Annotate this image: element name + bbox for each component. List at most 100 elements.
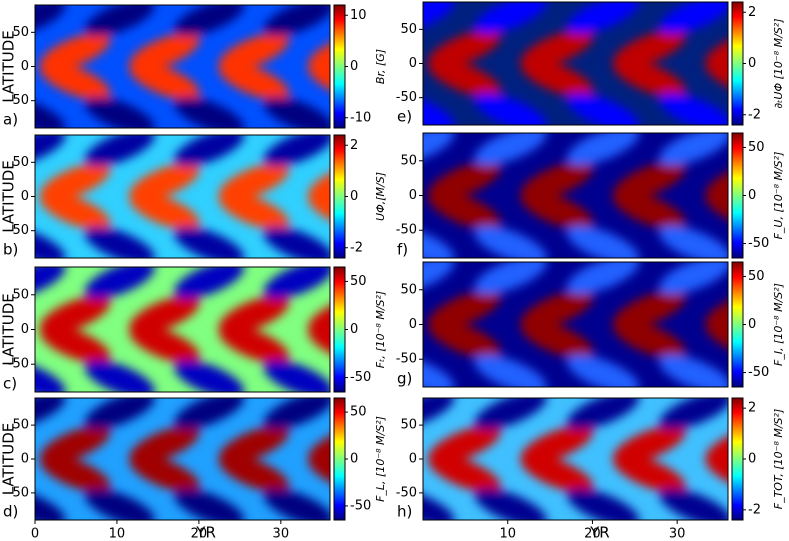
- heatmap-blob: [659, 355, 728, 387]
- heatmap-blob: [613, 454, 686, 493]
- y-tick-label: -50: [396, 223, 417, 238]
- heatmap-blob: [613, 290, 686, 329]
- heatmap-blob: [35, 267, 66, 299]
- y-tick-label: -50: [8, 485, 29, 500]
- heatmap-blob: [428, 290, 501, 329]
- heatmap-blob: [705, 191, 728, 230]
- heatmap: [423, 2, 728, 125]
- heatmap-blob: [84, 135, 156, 167]
- y-tick-label: 50: [12, 155, 29, 170]
- y-axis-label: LATITUDE: [0, 293, 18, 366]
- heatmap-blob: [35, 135, 66, 167]
- colorbar-label: ∂ₜUΦ [10⁻⁸ M/S²]: [772, 18, 785, 108]
- panel-label: h): [397, 503, 412, 521]
- heatmap-blob: [566, 355, 640, 387]
- x-tick-label: 20: [191, 527, 208, 541]
- heatmap-blob: [174, 488, 245, 520]
- heatmap-blob: [35, 5, 66, 37]
- heatmap-blob: [423, 398, 455, 430]
- heatmap-blob: [520, 58, 594, 98]
- colorbar-tick-label: -10: [350, 110, 371, 125]
- heatmap-blob: [423, 226, 455, 258]
- heatmap: [35, 5, 330, 128]
- heatmap-blob: [308, 163, 330, 201]
- heatmap-blob: [474, 133, 548, 165]
- colorbar-tick-label: 0: [748, 188, 756, 203]
- heatmap-blob: [659, 133, 728, 165]
- x-tick-label: 30: [273, 527, 290, 541]
- colorbar: [333, 397, 346, 521]
- heatmap-blob: [423, 262, 455, 294]
- heatmap: [423, 133, 728, 258]
- colorbar-label: Fₜ, [10⁻⁸ M/S²]: [374, 291, 387, 368]
- y-tick-label: 50: [400, 153, 417, 168]
- heatmap-blob: [520, 191, 594, 230]
- heatmap-blob: [613, 29, 686, 69]
- heatmap-blob: [474, 488, 548, 520]
- y-tick-label: -50: [8, 93, 29, 108]
- y-tick-label: -50: [396, 485, 417, 500]
- x-tick-label: 30: [669, 527, 686, 541]
- colorbar: [731, 1, 744, 126]
- y-tick-label: 0: [409, 317, 417, 332]
- heatmap-blob: [40, 163, 111, 201]
- heatmap-blob: [308, 192, 330, 230]
- heatmap-blob: [428, 191, 501, 230]
- colorbar-label: F_U, [10⁻⁸ M/S²]: [772, 152, 785, 240]
- x-tick-label: 0: [31, 527, 39, 541]
- heatmap-blob: [174, 226, 245, 258]
- y-tick-label: -50: [8, 357, 29, 372]
- heatmap-blob: [263, 488, 330, 520]
- heatmap-blob: [129, 163, 200, 201]
- heatmap-blob: [520, 161, 594, 200]
- heatmap-blob: [40, 295, 111, 334]
- heatmap: [35, 398, 330, 520]
- heatmap-blob: [566, 133, 640, 165]
- heatmap-blob: [84, 5, 156, 37]
- heatmap-blob: [705, 320, 728, 359]
- heatmap-blob: [40, 192, 111, 230]
- y-tick-label: 50: [400, 22, 417, 37]
- heatmap-blob: [218, 192, 290, 230]
- heatmap-blob: [705, 425, 728, 464]
- heatmap-blob: [174, 135, 245, 167]
- colorbar-label: UΦ,[M/S]: [374, 172, 387, 221]
- heatmap-pattern: [423, 2, 728, 125]
- heatmap-blob: [218, 163, 290, 201]
- heatmap-blob: [174, 398, 245, 430]
- x-axis-label: YR: [589, 524, 610, 541]
- heatmap-blob: [613, 161, 686, 200]
- heatmap-blob: [218, 295, 290, 334]
- y-tick-label: 50: [12, 25, 29, 40]
- y-tick-label: -50: [396, 352, 417, 367]
- x-axis-label: YR: [195, 524, 216, 541]
- heatmap-blob: [613, 191, 686, 230]
- heatmap-blob: [474, 93, 548, 125]
- panel-label: d): [3, 503, 18, 521]
- heatmap-blob: [566, 398, 640, 430]
- heatmap-blob: [35, 398, 66, 430]
- colorbar-label: F_I, [10⁻⁸ M/S²]: [772, 283, 785, 366]
- heatmap-blob: [659, 262, 728, 294]
- heatmap-blob: [428, 454, 501, 493]
- colorbar-tick-label: 2: [748, 401, 756, 416]
- heatmap-blob: [705, 29, 728, 69]
- heatmap-blob: [613, 58, 686, 98]
- heatmap-blob: [84, 96, 156, 128]
- colorbar-tick-label: -2: [350, 240, 363, 255]
- heatmap: [423, 398, 728, 520]
- heatmap-blob: [520, 320, 594, 359]
- panel-label: a): [3, 111, 18, 129]
- heatmap-blob: [520, 454, 594, 493]
- heatmap-blob: [263, 226, 330, 258]
- heatmap-blob: [218, 425, 290, 464]
- panel-label: f): [397, 241, 408, 259]
- heatmap-blob: [705, 454, 728, 493]
- heatmap-blob: [263, 398, 330, 430]
- y-axis-label: LATITUDE: [0, 160, 18, 233]
- colorbar-tick-label: -2: [748, 502, 761, 517]
- heatmap-blob: [659, 93, 728, 125]
- y-tick-label: 0: [409, 188, 417, 203]
- heatmap-blob: [474, 398, 548, 430]
